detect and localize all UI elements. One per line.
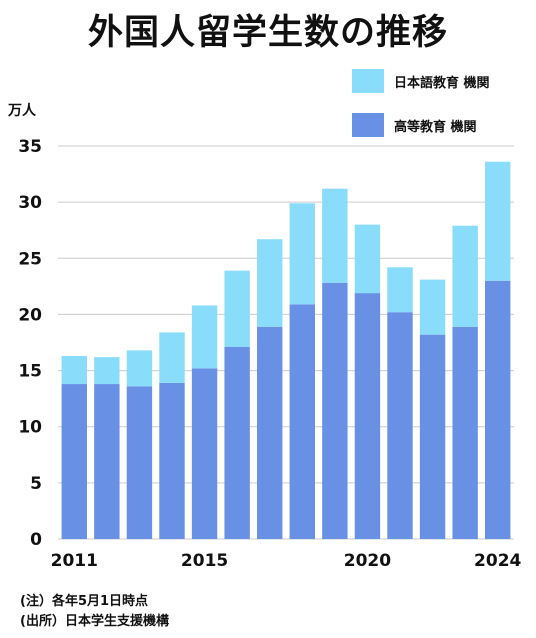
bar-higher-education — [191, 368, 218, 539]
y-tick-label: 20 — [18, 305, 42, 325]
bar-japanese-language — [61, 355, 87, 385]
x-tick-label: 2024 — [474, 551, 521, 571]
bar-higher-education — [61, 384, 87, 539]
y-tick-label: 35 — [18, 137, 42, 157]
bar-higher-education — [387, 312, 413, 539]
bar-higher-education — [257, 326, 283, 539]
footnote-source: (出所）日本学生支援機構 — [20, 614, 169, 629]
x-tick-label: 2020 — [344, 551, 391, 571]
bar-higher-education — [354, 293, 381, 539]
y-tick-label: 30 — [18, 193, 42, 213]
legend-label-higher-education: 高等教育 機関 — [394, 119, 477, 135]
y-axis-unit: 万人 — [8, 103, 36, 119]
bar-japanese-language — [452, 225, 478, 327]
bar-higher-education — [224, 346, 250, 539]
bar-japanese-language — [224, 270, 250, 347]
x-tick-label: 2015 — [181, 551, 228, 571]
bar-japanese-language — [191, 305, 218, 369]
bar-japanese-language — [485, 161, 511, 281]
bar-japanese-language — [159, 332, 185, 383]
bar-japanese-language — [257, 239, 283, 327]
x-axis-ticks: 2011 2015 2020 2024 — [51, 551, 522, 571]
gridlines — [58, 145, 514, 540]
legend-swatch-japanese-language — [352, 69, 384, 93]
y-axis-ticks: 0 5 10 15 20 25 30 35 — [18, 137, 42, 550]
bar-higher-education — [126, 386, 153, 539]
y-tick-label: 15 — [18, 362, 42, 382]
bar-japanese-language — [354, 224, 381, 294]
bar-higher-education — [485, 280, 511, 539]
legend-label-japanese-language: 日本語教育 機関 — [394, 75, 490, 91]
y-tick-label: 5 — [30, 474, 42, 494]
y-tick-label: 0 — [30, 530, 42, 550]
bar-japanese-language — [387, 267, 413, 313]
legend-swatch-higher-education — [352, 113, 384, 137]
bar-japanese-language — [126, 350, 153, 387]
chart-title: 外国人留学生数の推移 — [87, 13, 448, 53]
bar-japanese-language — [289, 203, 315, 305]
bar-japanese-language — [419, 279, 446, 335]
bar-japanese-language — [94, 357, 120, 385]
bar-higher-education — [159, 382, 185, 539]
legend-item-japanese-language: 日本語教育 機関 — [352, 69, 490, 93]
bars — [61, 161, 511, 539]
bar-higher-education — [94, 384, 120, 539]
y-tick-label: 10 — [18, 418, 42, 438]
bar-higher-education — [322, 282, 348, 539]
x-tick-label: 2011 — [51, 551, 98, 571]
footnote-date: (注）各年5月1日時点 — [20, 594, 149, 609]
bar-japanese-language — [322, 188, 348, 283]
bar-higher-education — [419, 334, 446, 539]
y-tick-label: 25 — [18, 249, 42, 269]
bar-higher-education — [452, 326, 478, 539]
legend-item-higher-education: 高等教育 機関 — [352, 113, 477, 137]
bar-higher-education — [289, 304, 315, 539]
